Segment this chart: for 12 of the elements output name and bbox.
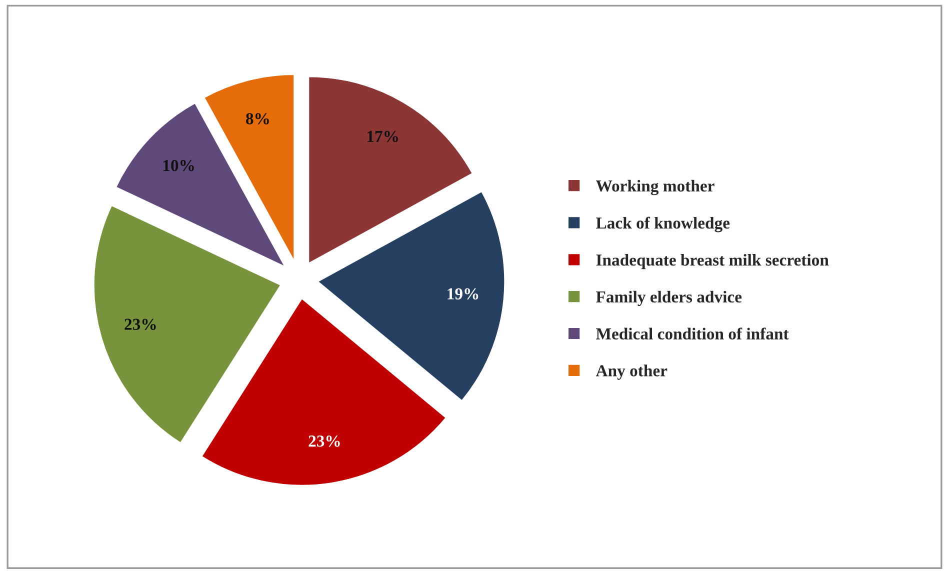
data-label: 17%: [368, 130, 398, 142]
legend-label: Working mother: [596, 180, 714, 196]
data-label: 8%: [246, 113, 269, 124]
legend-label: Medical condition of infant: [596, 328, 789, 340]
legend-label: Inadequate breast milk secretion: [596, 254, 829, 270]
legend-label: Family elders advice: [596, 290, 742, 306]
legend-label: Any other: [596, 364, 668, 380]
legend-label: Lack of knowledge: [596, 216, 730, 232]
data-label: 23%: [124, 318, 156, 330]
data-label: 10%: [163, 160, 194, 172]
data-label: 19%: [448, 288, 478, 300]
data-label: 23%: [308, 436, 340, 447]
